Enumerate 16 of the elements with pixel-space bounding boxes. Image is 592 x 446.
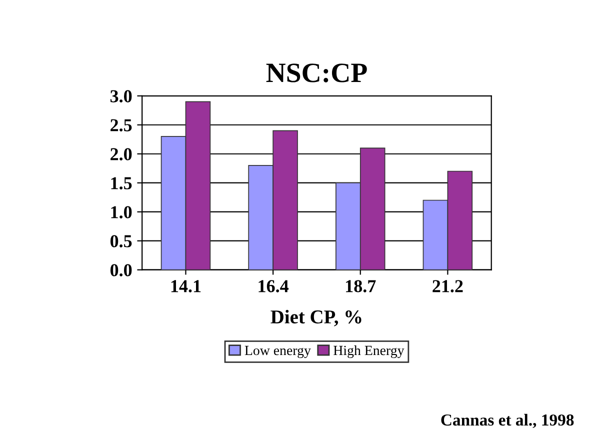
y-tick-label: 0.0	[110, 264, 132, 276]
y-tick-label: 1.5	[111, 177, 132, 190]
y-tick-label: 3.0	[110, 90, 132, 102]
legend-label: Low energy	[244, 346, 311, 358]
x-tick-label: 21.2	[432, 280, 463, 292]
chart-title: NSC:CP	[266, 64, 367, 82]
y-tick-label: 0.5	[110, 235, 132, 248]
y-tick-label: 2.0	[110, 148, 132, 160]
legend-label: High Energy	[334, 345, 404, 358]
y-tick-label: 2.5	[110, 119, 132, 132]
x-tick-label: 14.1	[171, 280, 201, 292]
x-tick-label: 18.7	[346, 280, 376, 292]
y-tick-label: 1.0	[111, 206, 132, 218]
text: Cannas et al., 1998	[441, 414, 574, 428]
x-axis-title: Diet CP, %	[270, 310, 362, 326]
x-tick-label: 16.4	[258, 280, 289, 292]
